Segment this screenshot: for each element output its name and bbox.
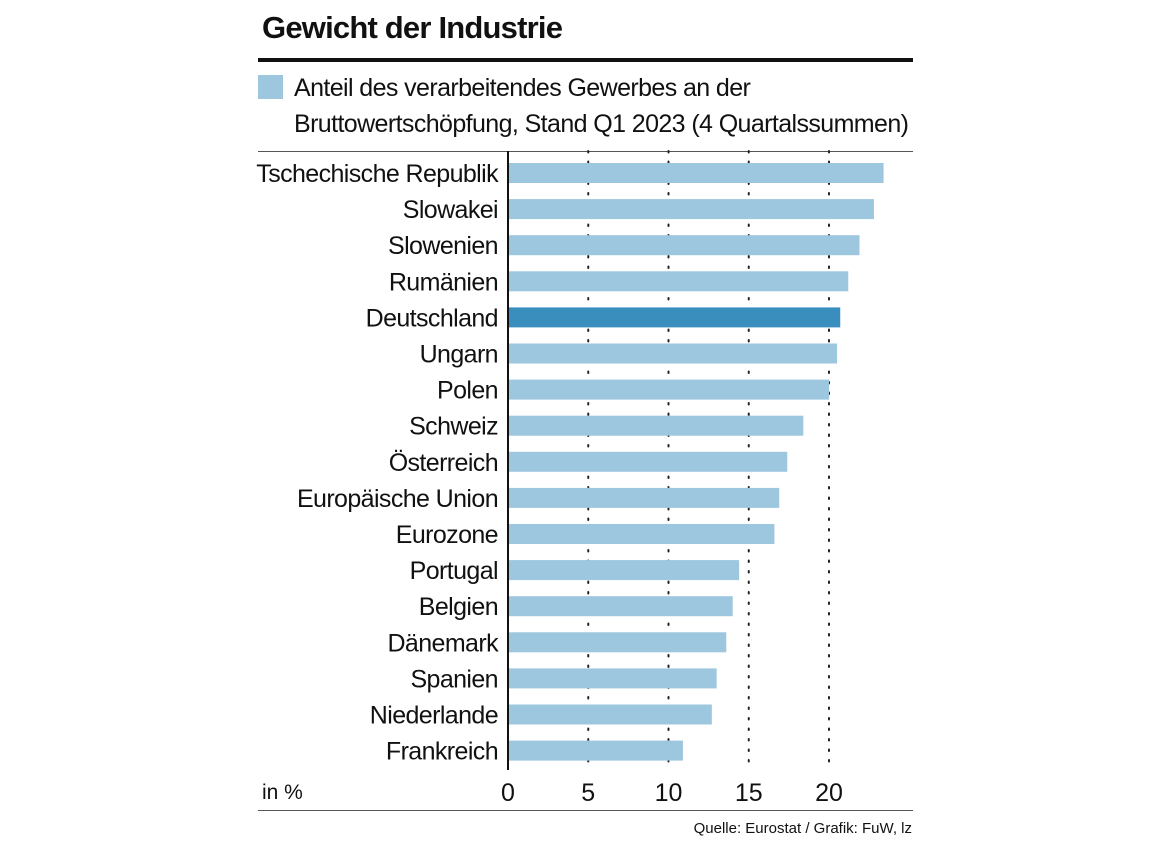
legend-label: Anteil des verarbeitendes Gewerbes an de… [294, 74, 909, 138]
bar-rumänien [508, 271, 849, 292]
legend-divider [258, 151, 913, 152]
bar-europäische-union [508, 487, 780, 508]
category-label: Ungarn [420, 341, 498, 369]
title-rule [258, 58, 913, 62]
category-label: Spanien [410, 665, 498, 693]
category-label: Belgien [419, 593, 498, 621]
bar-spanien [508, 668, 717, 689]
bar-deutschland [508, 307, 841, 328]
category-label: Rumänien [389, 268, 498, 296]
source-note: Quelle: Eurostat / Grafik: FuW, lz [693, 820, 912, 837]
category-label: Polen [437, 377, 498, 405]
category-label: Europäische Union [297, 485, 498, 513]
x-tick-label: 10 [655, 779, 683, 807]
x-tick-label: 20 [815, 779, 843, 807]
x-tick-label: 15 [735, 779, 763, 807]
footer-divider [258, 810, 913, 811]
bar-portugal [508, 560, 740, 581]
x-tick-label: 0 [501, 779, 515, 807]
category-label: Niederlande [370, 702, 498, 730]
bar-slowenien [508, 235, 860, 256]
category-label: Portugal [410, 557, 498, 585]
x-tick-label: 5 [581, 779, 595, 807]
bar-dänemark [508, 632, 727, 653]
category-label: Tschechische Republik [256, 160, 499, 188]
bar-polen [508, 379, 829, 400]
category-label: Eurozone [396, 521, 498, 549]
unit-label: in % [262, 781, 303, 804]
category-label: Österreich [389, 449, 498, 477]
category-label: Deutschland [366, 304, 498, 332]
bar-frankreich [508, 740, 683, 761]
category-label: Slowenien [388, 232, 498, 260]
bar-österreich [508, 451, 788, 472]
bar-slowakei [508, 199, 874, 220]
bar-ungarn [508, 343, 838, 364]
bar-tschechische-republik [508, 163, 884, 183]
legend-swatch [258, 75, 283, 99]
bar-niederlande [508, 704, 712, 725]
category-label: Slowakei [403, 196, 498, 224]
bar-eurozone [508, 524, 775, 544]
bar-belgien [508, 596, 733, 617]
category-label: Schweiz [409, 413, 498, 441]
chart-title: Gewicht der Industrie [262, 10, 563, 45]
bar-schweiz [508, 415, 804, 436]
category-label: Frankreich [386, 738, 498, 766]
category-label: Dänemark [387, 629, 499, 657]
